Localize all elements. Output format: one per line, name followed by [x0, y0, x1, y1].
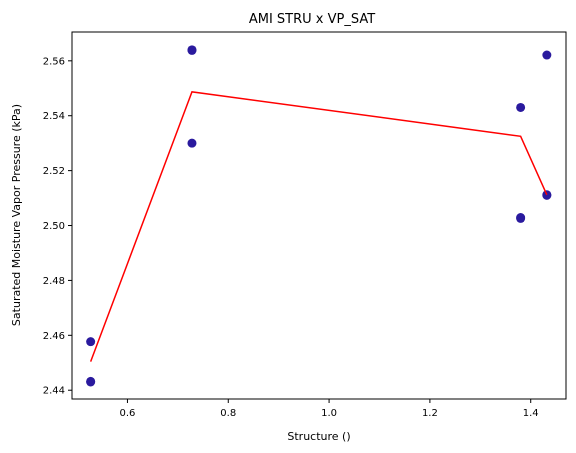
x-axis-ticks: 0.6 0.8 1.0 1.2 1.4	[119, 399, 539, 419]
x-tick-label-0: 0.6	[119, 408, 135, 419]
scatter-point-0	[86, 337, 96, 347]
scatter-point-11	[542, 190, 552, 200]
scatter-point-4	[187, 45, 197, 55]
y-tick-label-4: 2.52	[43, 166, 65, 177]
plot-area	[86, 45, 552, 387]
chart-title: AMI STRU x VP_SAT	[249, 12, 375, 27]
scatter-point-2	[86, 376, 96, 386]
y-tick-label-1: 2.46	[43, 331, 65, 342]
y-tick-label-2: 2.48	[43, 276, 65, 287]
y-tick-label-3: 2.50	[43, 221, 65, 232]
scatter-point-5	[187, 138, 197, 148]
y-axis-label: Saturated Moisture Vapor Pressure (kPa)	[10, 104, 23, 326]
fit-line	[89, 91, 548, 362]
scatter-point-6	[516, 102, 526, 112]
scatter-point-9	[542, 50, 552, 60]
x-tick-label-1: 0.8	[220, 408, 236, 419]
y-tick-label-6: 2.56	[43, 56, 65, 67]
plot-frame	[71, 31, 567, 400]
x-tick-label-3: 1.2	[422, 408, 438, 419]
x-tick-label-4: 1.4	[523, 408, 539, 419]
y-axis-ticks: 2.44 2.46 2.48 2.50 2.52 2.54 2.56	[43, 56, 72, 397]
y-tick-label-0: 2.44	[43, 386, 65, 397]
x-axis-label: Structure ()	[287, 430, 350, 443]
scatter-point-8	[516, 213, 526, 223]
y-tick-label-5: 2.54	[43, 111, 65, 122]
x-tick-label-2: 1.0	[321, 408, 337, 419]
